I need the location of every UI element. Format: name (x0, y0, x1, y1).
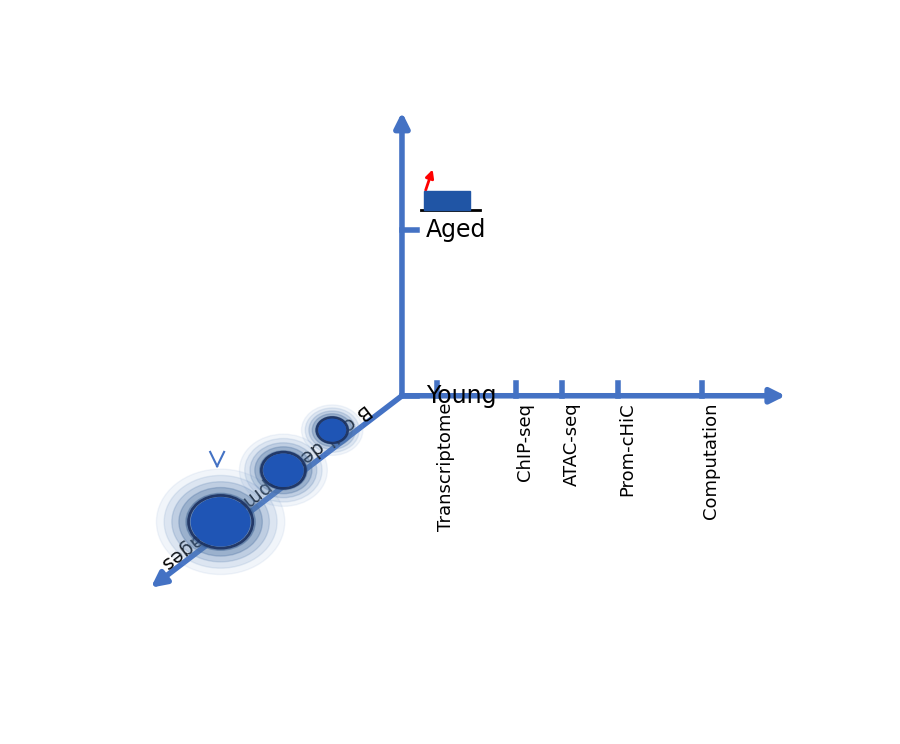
Text: B cell development stages: B cell development stages (158, 400, 374, 572)
Ellipse shape (319, 419, 346, 441)
Text: Young: Young (426, 384, 496, 408)
Ellipse shape (179, 487, 262, 556)
Ellipse shape (193, 498, 248, 545)
Text: Transcriptome: Transcriptome (436, 403, 454, 531)
Ellipse shape (316, 417, 349, 443)
Ellipse shape (264, 455, 302, 486)
Text: Computation: Computation (702, 403, 720, 519)
Ellipse shape (157, 469, 284, 574)
Ellipse shape (312, 414, 352, 446)
Text: Aged: Aged (426, 218, 486, 242)
Ellipse shape (302, 405, 363, 455)
Ellipse shape (172, 482, 269, 562)
Ellipse shape (255, 447, 312, 494)
Ellipse shape (319, 420, 346, 441)
Text: ChIP-seq: ChIP-seq (516, 403, 534, 481)
Ellipse shape (309, 411, 356, 449)
Text: Prom-cHiC: Prom-cHiC (618, 403, 636, 496)
Ellipse shape (260, 451, 307, 490)
Text: ATAC-seq: ATAC-seq (562, 403, 580, 487)
Ellipse shape (264, 454, 303, 487)
Ellipse shape (164, 475, 277, 568)
Ellipse shape (245, 438, 322, 502)
Ellipse shape (305, 408, 359, 452)
Bar (424, 191, 470, 210)
Ellipse shape (192, 498, 250, 546)
Ellipse shape (250, 443, 317, 498)
Ellipse shape (186, 493, 256, 551)
Ellipse shape (239, 434, 328, 507)
